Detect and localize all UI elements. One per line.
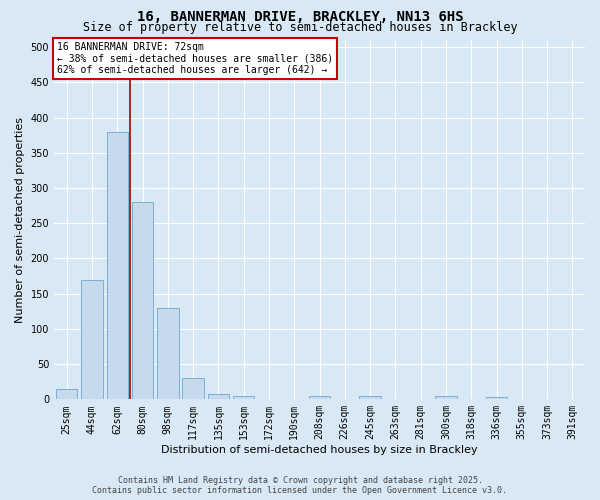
Bar — [309, 396, 330, 400]
Y-axis label: Number of semi-detached properties: Number of semi-detached properties — [15, 116, 25, 322]
Text: 16 BANNERMAN DRIVE: 72sqm
← 38% of semi-detached houses are smaller (386)
62% of: 16 BANNERMAN DRIVE: 72sqm ← 38% of semi-… — [56, 42, 333, 75]
X-axis label: Distribution of semi-detached houses by size in Brackley: Distribution of semi-detached houses by … — [161, 445, 478, 455]
Bar — [359, 396, 381, 400]
Bar — [81, 280, 103, 400]
Text: Contains HM Land Registry data © Crown copyright and database right 2025.
Contai: Contains HM Land Registry data © Crown c… — [92, 476, 508, 495]
Text: 16, BANNERMAN DRIVE, BRACKLEY, NN13 6HS: 16, BANNERMAN DRIVE, BRACKLEY, NN13 6HS — [137, 10, 463, 24]
Bar — [182, 378, 204, 400]
Bar — [56, 389, 77, 400]
Bar — [208, 394, 229, 400]
Bar — [486, 397, 507, 400]
Bar — [435, 396, 457, 400]
Bar — [132, 202, 153, 400]
Bar — [157, 308, 179, 400]
Bar — [107, 132, 128, 400]
Text: Size of property relative to semi-detached houses in Brackley: Size of property relative to semi-detach… — [83, 21, 517, 34]
Bar — [233, 396, 254, 400]
